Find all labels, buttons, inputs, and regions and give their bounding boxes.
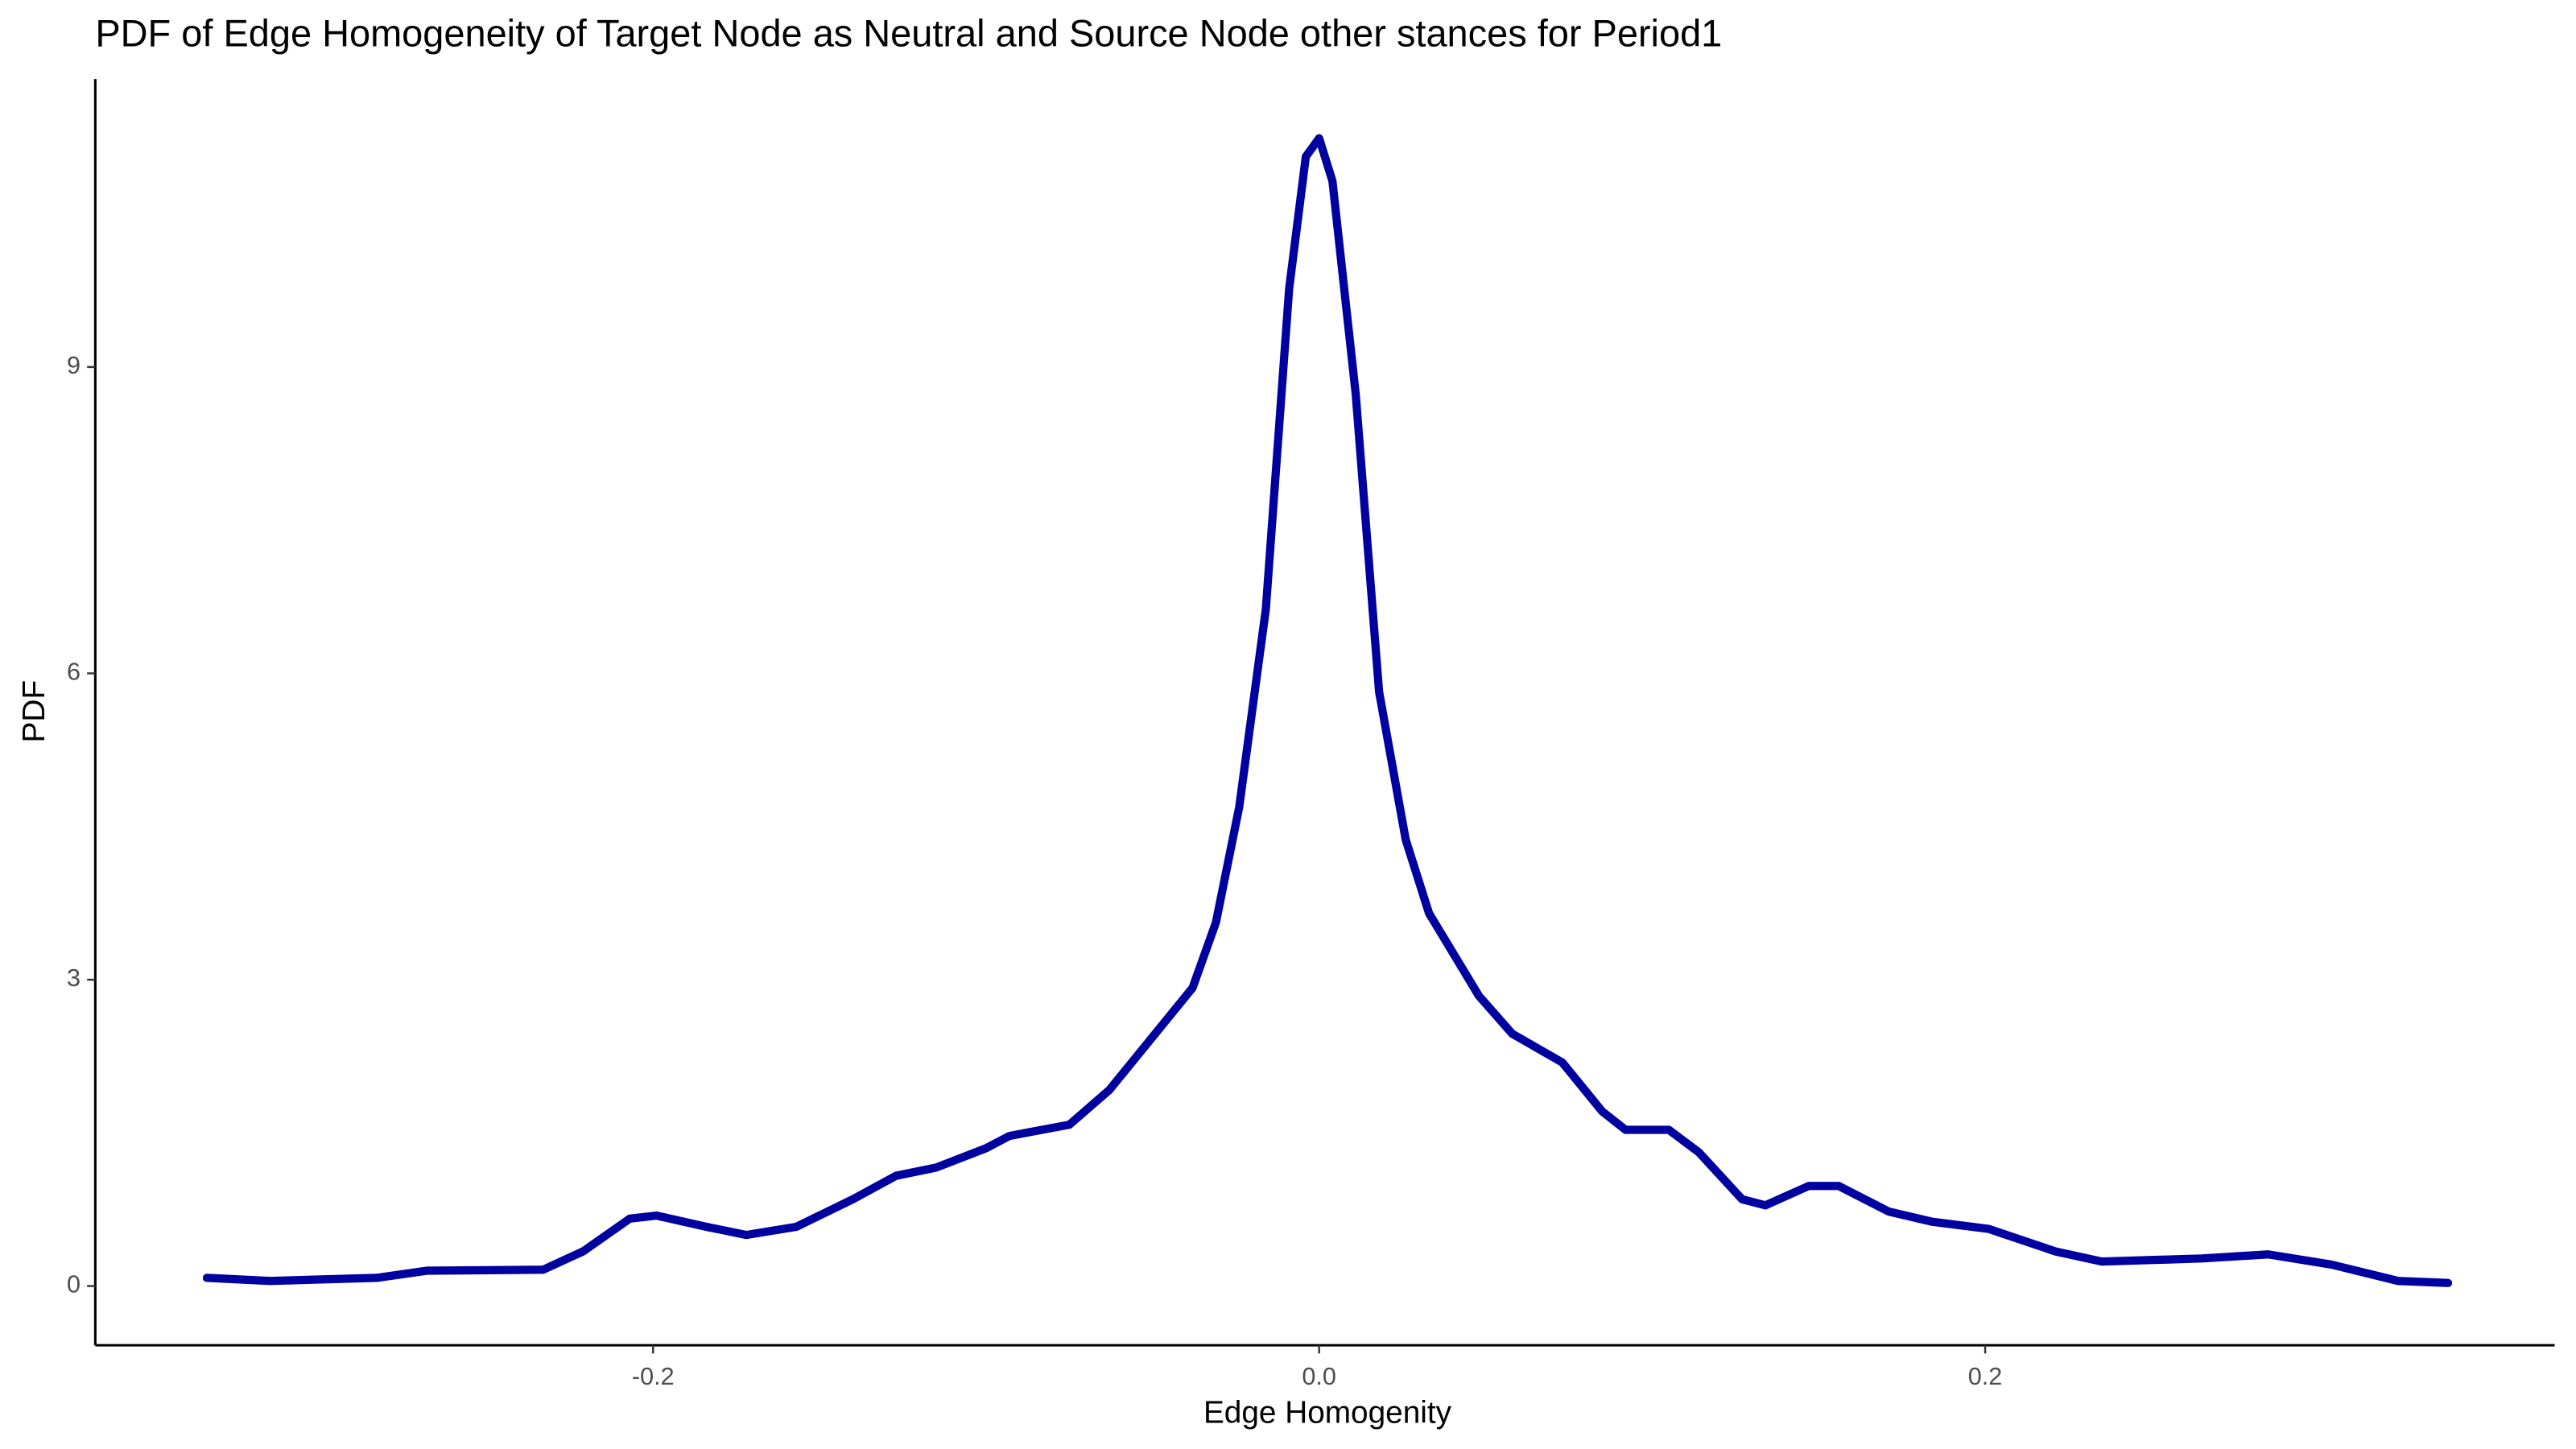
- y-tick-label: 6: [67, 658, 80, 686]
- y-tick-label: 0: [67, 1271, 80, 1298]
- y-tick-label: 9: [67, 352, 80, 379]
- chart-title: PDF of Edge Homogeneity of Target Node a…: [95, 11, 1722, 54]
- density-line: [202, 134, 2453, 1287]
- x-axis-label: Edge Homogenity: [1203, 1395, 1452, 1430]
- y-tick-label: 3: [67, 964, 80, 992]
- x-tick-label: 0.2: [1968, 1363, 2003, 1390]
- y-axis-label: PDF: [17, 680, 52, 743]
- x-tick-label: -0.2: [632, 1363, 675, 1390]
- x-tick-label: 0.0: [1302, 1363, 1336, 1390]
